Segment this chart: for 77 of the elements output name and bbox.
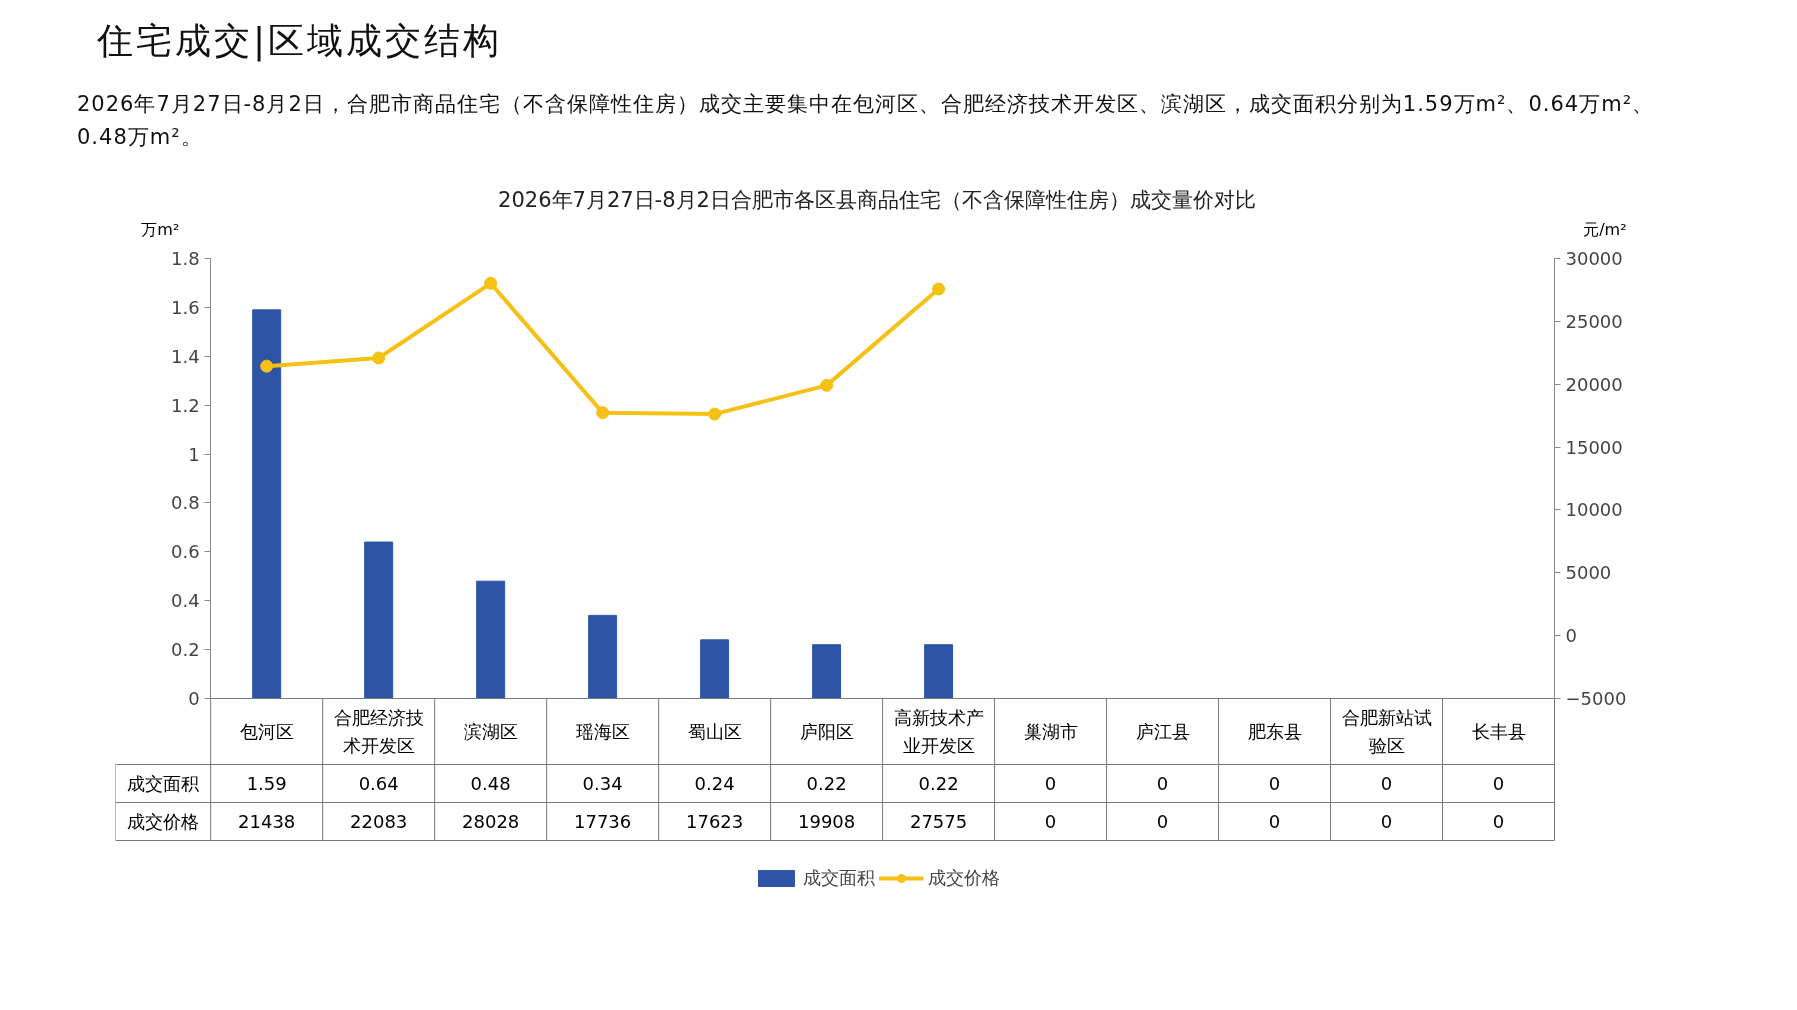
x-tick-label: 庐阳区	[799, 721, 854, 742]
x-tick-label: 巢湖市	[1023, 721, 1078, 742]
data-label: 0	[1156, 773, 1169, 794]
y2-tick-label: −5000	[1565, 688, 1627, 709]
bar	[924, 644, 954, 699]
text: 0	[1156, 811, 1169, 832]
legend-label: 成交价格	[928, 866, 1000, 890]
data-label: 22083	[350, 811, 408, 832]
x-tick-label: 瑶海区	[575, 721, 630, 742]
x-tick-label: 高新技术产业开发区	[893, 707, 984, 756]
x-tick-label: 庐江县	[1135, 721, 1190, 742]
y2-tick-label: 5000	[1565, 562, 1612, 584]
bar	[700, 639, 730, 699]
y2-tick-label: 0	[1565, 625, 1577, 647]
y2-tick-label: 30000	[1565, 248, 1623, 269]
bar	[812, 644, 842, 699]
data-label: 19908	[797, 811, 856, 832]
data-label: 0.22	[806, 773, 847, 794]
x-tick-label: 蜀山区	[687, 721, 742, 742]
bar	[252, 309, 282, 699]
y-tick-label: 1.6	[171, 296, 200, 318]
data-label: 0	[1380, 773, 1393, 794]
y2-axis-title: 元/m²	[1583, 219, 1627, 239]
y-tick-label: 0.4	[171, 590, 200, 612]
data-label: 0	[1044, 773, 1057, 794]
text: 0	[1492, 811, 1505, 832]
data-label: 0.34	[582, 773, 623, 794]
data-label: 0	[1268, 773, 1281, 794]
x-tick-label: 滨湖区	[463, 721, 518, 742]
y-tick-label: 1.8	[171, 248, 200, 269]
data-label: 17736	[574, 811, 632, 832]
y-tick-label: 1.4	[171, 345, 200, 367]
y2-tick-label: 15000	[1565, 436, 1623, 458]
y-tick-label: 0.6	[171, 541, 200, 563]
x-tick-label: 合肥经济技术开发区	[333, 707, 424, 756]
x-tick-label: 长丰县	[1471, 721, 1526, 742]
y-tick-label: 1.2	[171, 394, 200, 416]
text: 成交面积	[127, 773, 200, 794]
y-tick-label: 0.2	[171, 639, 200, 661]
data-label: 17623	[685, 811, 744, 832]
bar	[588, 614, 618, 699]
chart-title: 2026年7月27日-8月2日合肥市各区县商品住宅（不含保障性住房）成交量价对比	[498, 187, 1256, 212]
point	[372, 351, 386, 365]
y-tick-label: 1	[188, 443, 200, 465]
text: 2026年7月27日-8月2日，合肥市商品住宅（不含保障性住房）成交主要集中在包河区、合肥经济技术开发区、滨湖区，成交面积分别为1.59万m²、0.64万m²、0.48万m²。	[77, 91, 1656, 152]
point	[932, 282, 946, 296]
bar	[476, 580, 506, 699]
legend-label: 成交面积	[803, 866, 875, 890]
text: 住宅成交|区域成交结构	[97, 19, 504, 64]
bar	[364, 541, 394, 699]
point	[820, 378, 834, 392]
data-label: 21438	[238, 811, 296, 832]
data-label: 0	[1492, 773, 1505, 794]
y2-tick-label: 20000	[1565, 373, 1623, 395]
data-label: 0.22	[918, 773, 959, 794]
text: 成交价格	[127, 811, 200, 832]
text: 0	[1044, 811, 1057, 832]
data-label: 0.64	[358, 773, 399, 794]
x-tick-label: 合肥新站试验区	[1341, 707, 1432, 756]
point	[596, 406, 610, 420]
x-tick-label: 肥东县	[1247, 721, 1302, 742]
point	[484, 276, 498, 290]
y-tick-label: 0.8	[171, 492, 200, 514]
text: 0	[1268, 811, 1281, 832]
point	[260, 359, 274, 373]
data-label: 0.24	[694, 773, 735, 794]
x-tick-label: 包河区	[239, 721, 294, 742]
y-axis-title: 万m²	[141, 219, 180, 239]
y-tick-label: 0	[188, 688, 200, 709]
y2-tick-label: 10000	[1565, 499, 1623, 521]
y2-tick-label: 25000	[1565, 310, 1623, 332]
data-label: 1.59	[246, 773, 287, 794]
point	[708, 407, 722, 421]
text: 0	[1380, 811, 1393, 832]
data-label: 27575	[909, 811, 968, 832]
data-label: 28028	[462, 811, 520, 832]
data-label: 0.48	[470, 773, 511, 794]
